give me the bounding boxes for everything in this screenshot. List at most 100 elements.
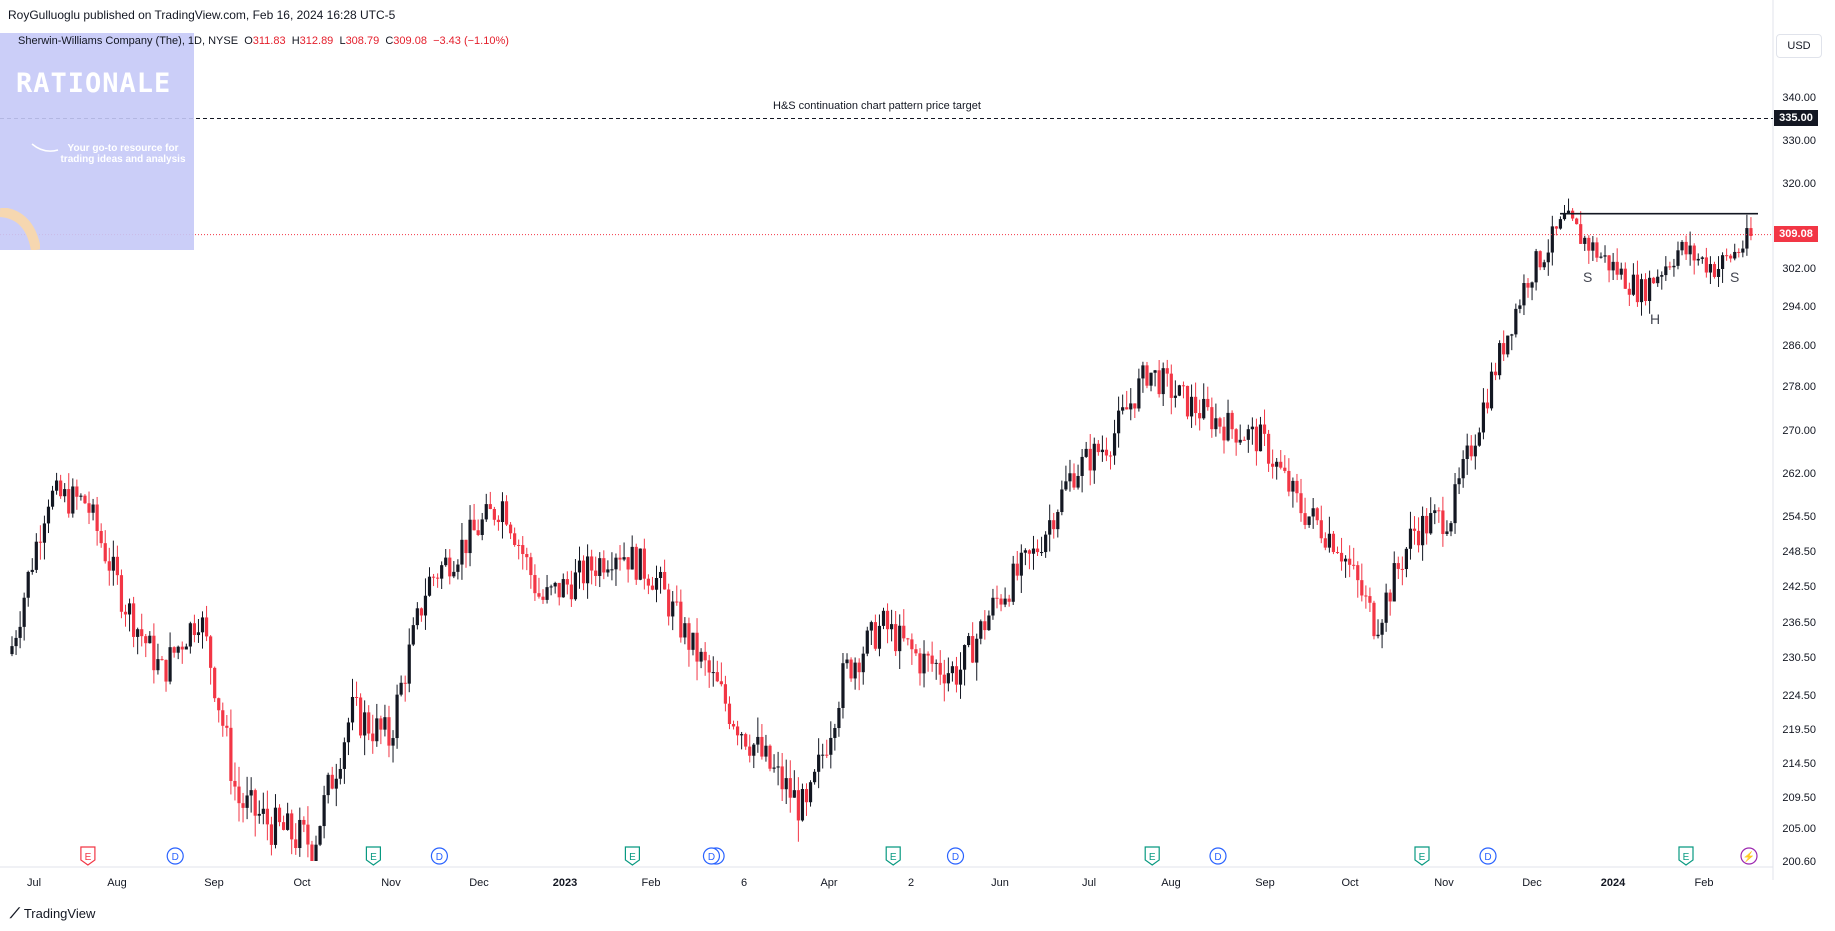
publish-info: RoyGulluoglu published on TradingView.co… bbox=[8, 8, 396, 22]
candle-body bbox=[650, 585, 655, 590]
candle-body bbox=[1210, 407, 1214, 430]
candle-body bbox=[1153, 370, 1157, 373]
open-label: O bbox=[244, 35, 253, 47]
candle-body bbox=[371, 733, 375, 742]
candle-body bbox=[1214, 418, 1218, 430]
candle-body bbox=[687, 623, 691, 650]
candle-body bbox=[468, 519, 472, 554]
candle-body bbox=[812, 771, 817, 783]
candles-layer bbox=[10, 198, 1753, 861]
candle-body bbox=[1052, 520, 1056, 530]
candle-body bbox=[1226, 412, 1230, 441]
event-marker-letter: D bbox=[1484, 852, 1491, 863]
candle-body bbox=[375, 718, 379, 742]
candle-body bbox=[1396, 563, 1400, 569]
earnings-icon bbox=[1144, 846, 1160, 866]
candle-body bbox=[999, 598, 1003, 605]
candle-body bbox=[1502, 343, 1506, 355]
candle-body bbox=[1076, 475, 1080, 488]
tradingview-brand[interactable]: ⟋ TradingView bbox=[10, 905, 95, 922]
candle-body bbox=[1104, 449, 1109, 456]
candle-body bbox=[654, 577, 659, 590]
candle-body bbox=[817, 754, 821, 772]
candle-body bbox=[898, 625, 902, 652]
candle-body bbox=[123, 611, 128, 615]
candle-body bbox=[26, 571, 30, 598]
candle-body bbox=[1117, 410, 1121, 434]
candle-body bbox=[606, 569, 610, 573]
logo-tagline: Your go-to resource for trading ideas an… bbox=[60, 143, 186, 165]
candle-body bbox=[265, 808, 269, 825]
candle-body bbox=[1084, 448, 1088, 457]
candle-body bbox=[918, 653, 922, 674]
candle-body bbox=[695, 632, 699, 662]
price-tick-label: 242.50 bbox=[1782, 581, 1816, 593]
candle-body bbox=[744, 734, 748, 747]
candle-body bbox=[1299, 493, 1303, 514]
candle-body bbox=[1335, 552, 1340, 554]
earnings-icon bbox=[365, 846, 381, 866]
candle-body bbox=[707, 660, 711, 673]
candle-body bbox=[46, 506, 51, 524]
candle-body bbox=[1412, 528, 1417, 531]
candle-body bbox=[1712, 264, 1717, 277]
candle-body bbox=[1258, 424, 1263, 452]
left-shoulder-label: S bbox=[1583, 269, 1593, 285]
candle-body bbox=[1680, 241, 1684, 251]
candle-body bbox=[1631, 274, 1635, 295]
candle-body bbox=[1530, 282, 1534, 288]
price-tick-label: 209.50 bbox=[1782, 792, 1816, 804]
candle-body bbox=[399, 682, 403, 695]
candle-body bbox=[1562, 214, 1567, 220]
candle-body bbox=[1189, 396, 1194, 417]
candle-body bbox=[1003, 598, 1007, 605]
candle-body bbox=[286, 813, 290, 830]
candle-body bbox=[508, 524, 513, 534]
candle-body bbox=[1672, 265, 1676, 268]
candle-body bbox=[504, 501, 509, 525]
event-marker-letter: D bbox=[172, 852, 179, 863]
candle-body bbox=[1222, 426, 1226, 441]
candle-body bbox=[1518, 305, 1522, 309]
candle-body bbox=[873, 622, 877, 649]
candle-body bbox=[1112, 433, 1117, 456]
candle-body bbox=[1206, 398, 1210, 408]
candle-body bbox=[294, 839, 298, 849]
time-tick-label: Oct bbox=[293, 877, 310, 889]
candle-body bbox=[196, 632, 201, 636]
candle-body bbox=[1165, 368, 1169, 374]
candle-body bbox=[107, 561, 111, 571]
candle-body bbox=[561, 579, 565, 598]
candle-body bbox=[1623, 268, 1627, 289]
logo-title: RATIONALE bbox=[16, 68, 172, 99]
time-tick-label: Sep bbox=[1255, 877, 1275, 889]
candle-body bbox=[1319, 520, 1323, 539]
candle-body bbox=[456, 564, 460, 572]
time-tick-label: Dec bbox=[469, 877, 489, 889]
time-tick-label: Apr bbox=[820, 877, 837, 889]
price-target-badge: 335.00 bbox=[1774, 110, 1818, 126]
candle-body bbox=[658, 571, 663, 578]
candle-body bbox=[391, 738, 395, 746]
candle-body bbox=[330, 774, 334, 789]
candle-body bbox=[338, 768, 342, 779]
candle-body bbox=[881, 610, 886, 626]
price-tick-label: 330.00 bbox=[1782, 135, 1816, 147]
candle-body bbox=[38, 541, 42, 543]
candle-body bbox=[1031, 548, 1036, 554]
candle-body bbox=[290, 813, 294, 840]
high-label: H bbox=[291, 35, 300, 47]
candle-body bbox=[233, 780, 237, 787]
candle-body bbox=[1230, 412, 1234, 430]
price-axis[interactable]: 340.00 330.00 320.00 302.00 294.00 286.00 278.… bbox=[1772, 0, 1816, 880]
time-axis[interactable]: Jul Aug Sep Oct Nov Dec 2023 Feb 6 Apr 2 Jun Jul Aug S… bbox=[0, 866, 1773, 889]
candle-body bbox=[1696, 258, 1700, 261]
candle-body bbox=[67, 489, 71, 514]
candle-body bbox=[1246, 429, 1250, 440]
price-target-label: H&S continuation chart pattern price tar… bbox=[773, 100, 981, 112]
candle-body bbox=[1704, 257, 1708, 273]
candle-body bbox=[1279, 461, 1283, 468]
currency-button[interactable]: USD bbox=[1776, 34, 1822, 58]
candle-body bbox=[825, 754, 829, 756]
